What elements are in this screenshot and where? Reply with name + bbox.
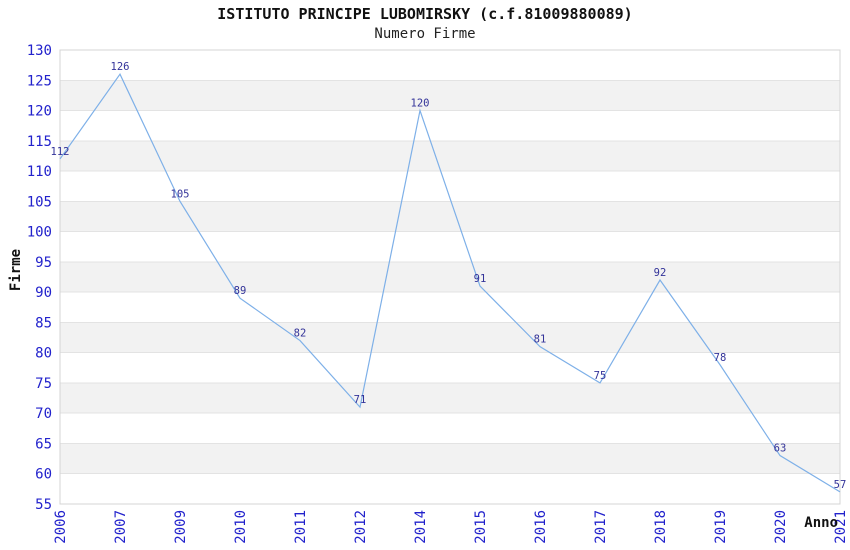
grid-stripe bbox=[60, 80, 840, 111]
x-tick-label: 2016 bbox=[533, 510, 549, 544]
x-tick-label: 2012 bbox=[353, 510, 369, 544]
grid-stripe bbox=[60, 261, 840, 293]
x-tick-label: 2009 bbox=[173, 510, 189, 544]
y-tick-label: 120 bbox=[27, 104, 52, 120]
y-axis-title: Firme bbox=[8, 249, 24, 291]
grid-stripe bbox=[60, 443, 840, 474]
point-label: 105 bbox=[171, 188, 190, 200]
x-tick-label: 2015 bbox=[473, 510, 489, 544]
x-tick-label: 2010 bbox=[233, 510, 249, 544]
y-tick-label: 90 bbox=[35, 285, 52, 301]
y-tick-label: 80 bbox=[35, 346, 52, 362]
point-label: 63 bbox=[774, 443, 787, 455]
y-tick-label: 110 bbox=[27, 164, 52, 180]
point-label: 120 bbox=[411, 98, 430, 110]
x-tick-label: 2014 bbox=[413, 510, 429, 544]
point-label: 57 bbox=[834, 479, 847, 491]
y-tick-label: 75 bbox=[35, 376, 52, 392]
y-tick-label: 100 bbox=[27, 225, 52, 241]
y-tick-label: 115 bbox=[27, 134, 52, 150]
y-tick-label: 130 bbox=[27, 43, 52, 59]
x-tick-label: 2007 bbox=[113, 510, 129, 544]
chart-subtitle: Numero Firme bbox=[374, 26, 476, 42]
y-tick-label: 55 bbox=[35, 497, 52, 513]
y-tick-label: 125 bbox=[27, 73, 52, 89]
y-tick-label: 85 bbox=[35, 315, 52, 331]
x-tick-label: 2006 bbox=[53, 510, 69, 544]
point-label: 92 bbox=[654, 267, 667, 279]
point-label: 75 bbox=[594, 370, 607, 382]
x-tick-label: 2018 bbox=[653, 510, 669, 544]
point-label: 91 bbox=[474, 273, 487, 285]
y-tick-label: 105 bbox=[27, 194, 52, 210]
point-label: 89 bbox=[234, 285, 247, 297]
point-label: 82 bbox=[294, 328, 307, 340]
y-tick-label: 65 bbox=[35, 436, 52, 452]
grid-stripe bbox=[60, 322, 840, 353]
x-tick-label: 2020 bbox=[773, 510, 789, 544]
x-tick-label: 2011 bbox=[293, 510, 309, 544]
y-tick-label: 95 bbox=[35, 255, 52, 271]
chart-title: ISTITUTO PRINCIPE LUBOMIRSKY (c.f.810098… bbox=[217, 5, 633, 23]
point-label: 71 bbox=[354, 394, 367, 406]
grid-stripe bbox=[60, 140, 840, 172]
grid-stripe bbox=[60, 382, 840, 414]
grid-stripe bbox=[60, 201, 840, 232]
x-tick-label: 2017 bbox=[593, 510, 609, 544]
series-line bbox=[59, 73, 841, 493]
x-axis-title: Anno bbox=[804, 515, 838, 531]
x-tick-label: 2019 bbox=[713, 510, 729, 544]
x-tick-label: 2021 bbox=[833, 510, 849, 544]
y-tick-label: 60 bbox=[35, 467, 52, 483]
point-label: 81 bbox=[534, 334, 547, 346]
y-tick-label: 70 bbox=[35, 406, 52, 422]
plot-border bbox=[59, 49, 841, 505]
point-label: 78 bbox=[714, 352, 727, 364]
point-label: 112 bbox=[51, 146, 70, 158]
point-label: 126 bbox=[111, 61, 130, 73]
